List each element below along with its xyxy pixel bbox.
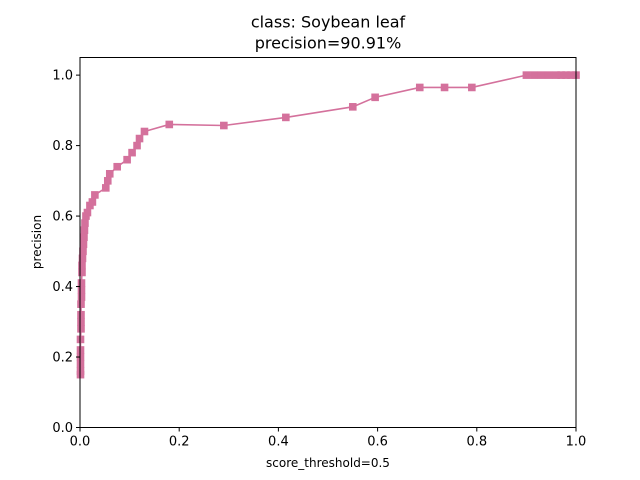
y-tick-label: 0.2 — [52, 351, 73, 366]
data-point-marker — [79, 247, 87, 256]
y-tick-label: 0.6 — [52, 210, 73, 225]
x-tick-label: 0.8 — [466, 435, 487, 450]
data-point-marker — [552, 71, 560, 79]
x-tick-label: 0.6 — [367, 435, 388, 450]
x-axis-label: score_threshold=0.5 — [266, 456, 390, 470]
y-axis-label: precision — [30, 215, 44, 269]
data-point-marker — [101, 184, 110, 192]
data-point-marker — [557, 71, 565, 79]
data-point-marker — [415, 83, 424, 92]
x-axis-ticks: 0.0 0.2 0.4 0.6 0.8 1.0 — [70, 427, 587, 450]
data-point-marker — [440, 83, 449, 92]
data-point-marker — [78, 254, 87, 263]
y-tick-label: 1.0 — [52, 69, 73, 84]
data-point-marker — [371, 93, 379, 102]
x-tick-label: 0.2 — [169, 435, 190, 450]
data-point-marker — [140, 127, 149, 136]
data-point-marker — [282, 113, 290, 122]
y-tick-label: 0.8 — [52, 139, 73, 154]
data-point-marker — [113, 162, 121, 171]
chart-title-line-1: class: Soybean leaf — [251, 13, 406, 32]
data-point-marker — [530, 71, 538, 79]
data-point-marker — [77, 310, 85, 319]
data-point-marker — [78, 268, 86, 277]
series-line — [79, 74, 576, 375]
chart-title-line-2: precision=90.91% — [255, 34, 402, 53]
data-point-marker — [83, 208, 92, 217]
data-point-marker — [349, 103, 357, 111]
y-tick-label: 0.0 — [52, 421, 73, 436]
data-point-marker — [77, 293, 86, 301]
data-point-marker — [91, 191, 99, 199]
data-point-marker — [79, 240, 88, 249]
y-tick-label: 0.4 — [52, 280, 73, 295]
x-tick-label: 0.4 — [268, 435, 289, 450]
x-tick-label: 0.0 — [70, 435, 91, 450]
data-point-marker — [77, 325, 85, 333]
data-point-marker — [103, 177, 112, 185]
data-point-marker — [77, 300, 85, 308]
data-point-marker — [544, 71, 553, 79]
data-point-marker — [77, 317, 85, 326]
data-point-marker — [537, 71, 546, 79]
data-point-marker — [133, 141, 141, 150]
data-point-marker — [78, 261, 86, 270]
y-axis-ticks: 0.0 0.2 0.4 0.6 0.8 1.0 — [52, 69, 80, 436]
data-point-marker — [77, 279, 86, 287]
data-point-marker — [562, 71, 570, 79]
data-point-marker — [80, 226, 89, 234]
data-point-marker — [220, 121, 228, 130]
data-point-marker — [77, 286, 86, 294]
data-point-marker — [165, 120, 174, 129]
data-point-marker — [123, 155, 131, 164]
data-point-marker — [522, 71, 531, 79]
data-point-marker — [135, 134, 144, 143]
x-tick-label: 1.0 — [566, 435, 587, 450]
data-point-marker — [128, 148, 136, 157]
data-point-marker — [105, 169, 114, 178]
data-point-marker — [468, 83, 476, 92]
data-point-marker — [88, 198, 97, 206]
data-point-marker — [81, 219, 89, 227]
data-point-marker — [567, 71, 575, 79]
data-point-marker — [80, 233, 88, 242]
plot-frame — [79, 57, 577, 428]
